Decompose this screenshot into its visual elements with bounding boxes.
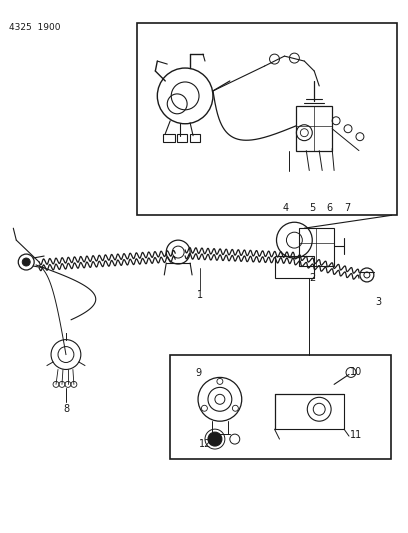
Text: 1: 1: [197, 290, 203, 300]
Bar: [137, 23, 397, 215]
Bar: [299, 228, 334, 266]
Text: 4325  1900: 4325 1900: [9, 23, 61, 33]
Text: 12: 12: [199, 439, 211, 449]
Text: 11: 11: [350, 430, 362, 440]
Bar: [170, 354, 391, 459]
Text: 10: 10: [350, 367, 362, 377]
Bar: [275, 256, 314, 278]
Bar: [163, 134, 175, 142]
Text: 8: 8: [63, 404, 69, 414]
Circle shape: [208, 432, 222, 446]
Bar: [177, 134, 187, 142]
Text: 2: 2: [309, 273, 315, 283]
Text: 7: 7: [344, 203, 350, 213]
Circle shape: [22, 258, 30, 266]
Text: 4: 4: [282, 203, 288, 213]
Bar: [296, 106, 332, 151]
Text: 9: 9: [195, 368, 201, 378]
Text: 6: 6: [326, 203, 332, 213]
Text: 5: 5: [309, 203, 315, 213]
Bar: [190, 134, 200, 142]
Text: 3: 3: [376, 297, 382, 307]
